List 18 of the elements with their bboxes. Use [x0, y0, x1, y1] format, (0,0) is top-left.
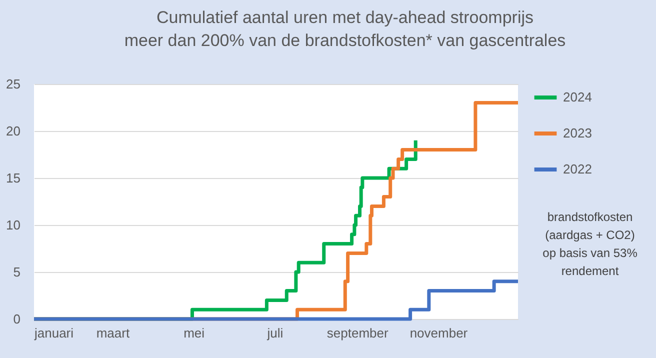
x-tick-label: maart [96, 326, 130, 340]
x-tick-label: mei [184, 326, 205, 340]
y-tick-label: 15 [6, 170, 20, 186]
chart-subtitle: meer dan 200% van de brandstofkosten* van gascentrales [124, 31, 566, 50]
legend-label: 2023 [563, 126, 592, 140]
legend-label: 2022 [563, 162, 592, 176]
y-tick-label: 0 [13, 312, 20, 326]
x-tick-label: september [326, 326, 389, 340]
x-tick-label: november [410, 326, 468, 340]
text: brandstofkosten (aardgas + CO2) op basis van 53% rendement [542, 210, 638, 278]
x-tick-label: juli [266, 326, 284, 340]
y-tick-label: 5 [13, 264, 20, 280]
x-tick-label: januari [34, 326, 74, 340]
legend-label: 2024 [563, 90, 592, 104]
y-tick-label: 25 [6, 76, 20, 92]
y-tick-label: 20 [6, 124, 20, 138]
y-tick-label: 10 [6, 218, 20, 232]
chart-title: Cumulatief aantal uren met day-ahead stroomprijs [156, 8, 534, 27]
